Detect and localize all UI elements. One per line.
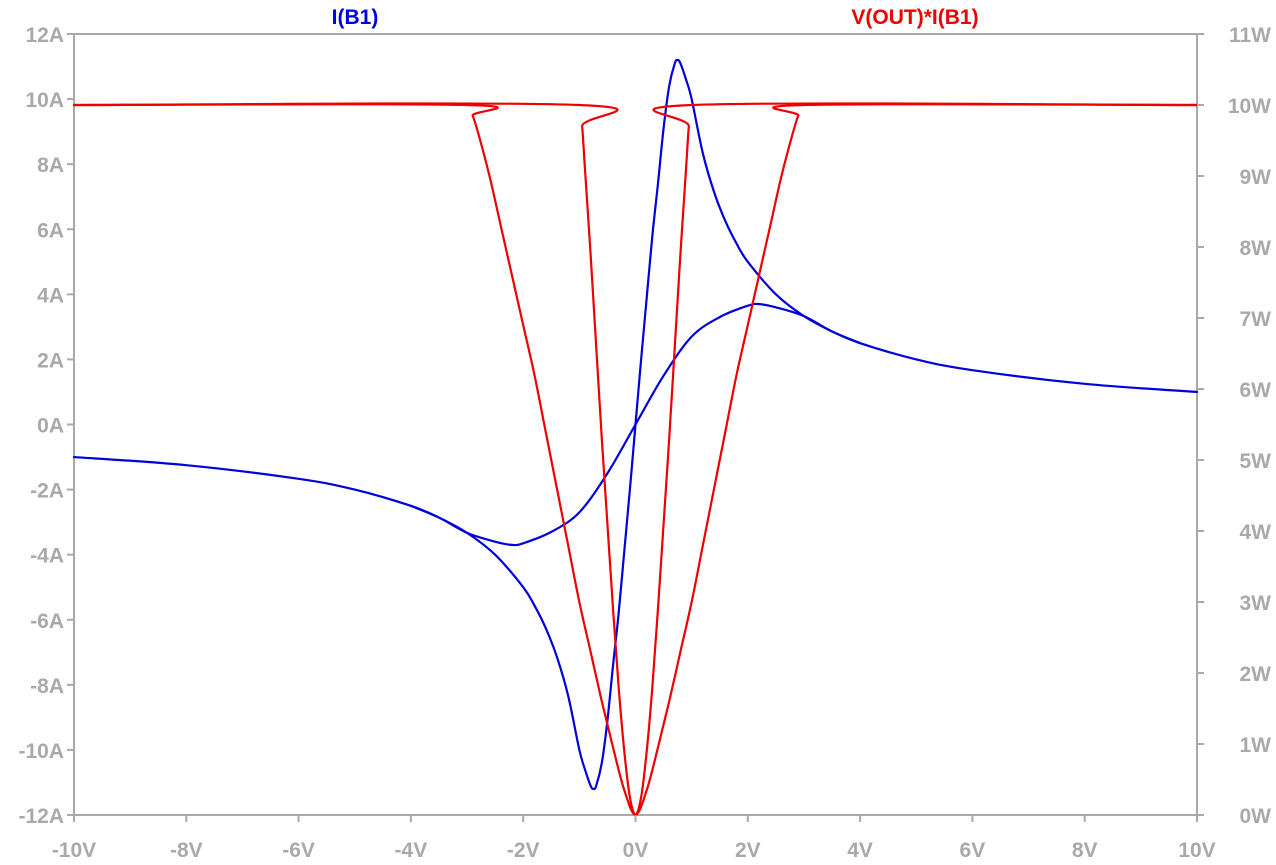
x-tick-label: 8V: [1072, 839, 1098, 862]
y-right-tick-label: 8W: [1240, 237, 1272, 260]
x-tick-label: -4V: [395, 839, 428, 862]
y-left-tick-label: 0A: [37, 415, 64, 438]
y-left-tick-label: 4A: [37, 284, 64, 307]
series-line-current: [409, 302, 862, 547]
series-line-power: [72, 103, 1199, 817]
y-right-tick-label: 1W: [1240, 734, 1272, 757]
y-right-tick-label: 11W: [1229, 24, 1271, 47]
y-right-tick-label: 4W: [1240, 521, 1272, 544]
y-left-tick-label: 10A: [25, 89, 64, 112]
traces: [72, 58, 1199, 817]
y-right-tick-label: 2W: [1240, 663, 1272, 686]
series-line-power: [72, 102, 1199, 817]
x-tick-label: -10V: [52, 839, 96, 862]
x-tick-label: -2V: [507, 839, 540, 862]
y-left-tick-label: -10A: [18, 740, 64, 763]
y-left-tick-label: -8A: [30, 675, 64, 698]
x-tick-label: 2V: [735, 839, 761, 862]
x-tick-label: 10V: [1178, 839, 1215, 862]
y-left-tick-label: 2A: [37, 349, 64, 372]
y-left-tick-label: -4A: [30, 545, 64, 568]
y-right-tick-label: 6W: [1240, 379, 1272, 402]
y-right-tick-label: 10W: [1228, 95, 1271, 118]
x-tick-label: 6V: [960, 839, 986, 862]
x-tick-label: 4V: [847, 839, 873, 862]
x-tick-label: 0V: [623, 839, 649, 862]
y-right-tick-label: 5W: [1240, 450, 1272, 473]
x-tick-label: -8V: [170, 839, 203, 862]
y-left-tick-label: -12A: [18, 805, 64, 828]
x-tick-label: -6V: [282, 839, 315, 862]
y-right-tick-label: 9W: [1240, 166, 1272, 189]
y-right-tick-label: 7W: [1240, 308, 1272, 331]
legend-label-power: V(OUT)*I(B1): [851, 6, 978, 29]
y-right-tick-label: 3W: [1240, 592, 1272, 615]
axis-ticks: -10V -8V -6V -4V -2V 0V 2V 4V 6V 8V 10V -12A -10A -8A…: [18, 24, 1271, 862]
y-left-tick-label: -6A: [30, 610, 64, 633]
y-left-tick-label: -2A: [30, 480, 64, 503]
y-left-tick-label: 8A: [37, 154, 64, 177]
series-line-current: [634, 58, 1199, 426]
y-left-tick-label: 6A: [37, 219, 64, 242]
legend-label-current: I(B1): [332, 6, 379, 29]
series-line-current: [72, 423, 637, 791]
y-right-tick-label: 0W: [1240, 805, 1272, 828]
y-left-tick-label: 12A: [25, 24, 64, 47]
